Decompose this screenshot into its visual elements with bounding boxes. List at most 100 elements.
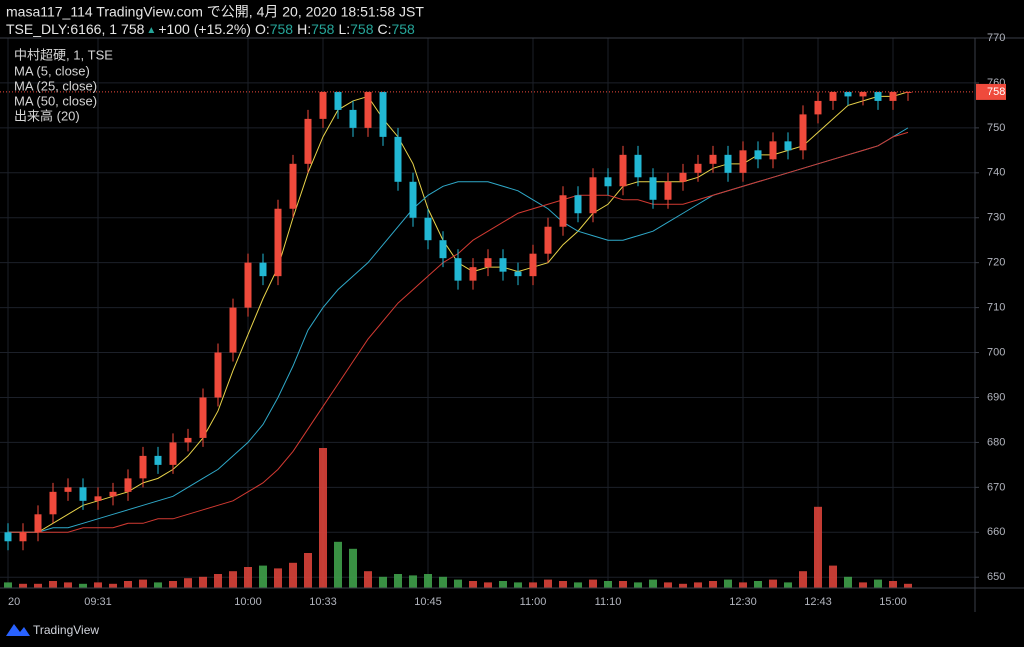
legend-entry: 出来高 (20)	[14, 108, 80, 123]
y-tick-label: 680	[987, 436, 1005, 448]
y-tick-label: 650	[987, 571, 1005, 583]
candle-body	[214, 352, 222, 398]
candle-body	[544, 226, 552, 254]
volume-bar	[604, 581, 612, 588]
volume-bar	[589, 579, 597, 588]
candle-body	[484, 258, 492, 268]
x-tick-label: 11:00	[520, 596, 547, 608]
candle-body	[604, 177, 612, 187]
volume-bar	[559, 581, 567, 588]
ohlc-value: 758	[350, 21, 374, 37]
candle-body	[34, 514, 42, 533]
ohlc-value: 758	[311, 21, 335, 37]
volume-bar	[574, 582, 582, 588]
volume-bar	[409, 575, 417, 588]
volume-bar	[799, 571, 807, 588]
volume-bar	[679, 583, 687, 588]
y-tick-label: 670	[987, 481, 1005, 493]
last-price-box	[976, 83, 1006, 100]
candle-body	[409, 181, 417, 218]
volume-bar	[724, 579, 732, 588]
candle-body	[334, 91, 342, 110]
last: 758	[121, 21, 145, 37]
candle-body	[454, 258, 462, 281]
volume-bar	[784, 582, 792, 588]
quote-line: TSE_DLY:6166, 1 758 ▲ +100 (+15.2%) O:758 H:7…	[6, 21, 415, 37]
arrow: ▲	[146, 25, 156, 36]
volume-bar	[49, 581, 57, 588]
x-tick-label: 10:33	[309, 596, 337, 608]
legend-entry: MA (50, close)	[14, 93, 97, 108]
candle-body	[49, 491, 57, 515]
volume-bar	[169, 581, 177, 588]
candle-body	[94, 496, 102, 501]
ohlc-label: C:	[377, 21, 391, 37]
candle-body	[694, 163, 702, 173]
candle-body	[199, 397, 207, 438]
candle-body	[889, 91, 897, 101]
volume-bar	[334, 541, 342, 588]
candle-body	[364, 91, 372, 128]
volume-bar	[499, 581, 507, 588]
candle-body	[274, 208, 282, 277]
candle-body	[259, 262, 267, 277]
volume-bar	[274, 568, 282, 588]
volume-bar	[109, 583, 117, 588]
candle-body	[589, 177, 597, 214]
y-tick-label: 660	[987, 526, 1005, 538]
publisher: masa117_114 TradingView.com で公開, 4月 20, …	[6, 4, 424, 20]
volume-bar	[649, 579, 657, 588]
volume-bar	[619, 581, 627, 588]
candle-body	[769, 141, 777, 160]
x-tick-label: 12:43	[804, 596, 832, 608]
candle-body	[499, 258, 507, 272]
candle-body	[79, 487, 87, 501]
candle-body	[649, 177, 657, 200]
last-price-label: 758	[987, 86, 1005, 98]
volume-bar	[229, 571, 237, 588]
y-tick-label: 770	[987, 32, 1005, 44]
x-tick-label: 10:00	[234, 596, 262, 608]
change: +100 (+15.2%)	[158, 21, 251, 37]
candle-body	[799, 114, 807, 151]
volume-bar	[454, 579, 462, 588]
x-tick-label: 15:00	[879, 596, 907, 608]
volume-bar	[769, 579, 777, 588]
candle-body	[814, 100, 822, 115]
volume-bar	[139, 579, 147, 588]
candle-body	[574, 195, 582, 214]
candle-body	[349, 109, 357, 128]
volume-bar	[154, 582, 162, 588]
volume-bar	[754, 581, 762, 588]
volume-bar	[514, 582, 522, 588]
y-tick-label: 740	[987, 167, 1005, 179]
volume-bar	[319, 448, 327, 588]
ohlc-label: O:	[255, 21, 270, 37]
brand: TradingView	[33, 623, 99, 637]
legend-symbol: 中村超硬, 1, TSE	[14, 47, 113, 62]
x-tick-label: 20	[8, 596, 20, 608]
volume-bar	[829, 565, 837, 588]
candle-body	[874, 91, 882, 101]
volume-bar	[364, 571, 372, 588]
volume-bar	[349, 548, 357, 588]
ohlc-label: L:	[338, 21, 350, 37]
candle-body	[784, 141, 792, 151]
volume-bar	[664, 582, 672, 588]
candle-body	[439, 240, 447, 259]
footer-logo: TradingView	[6, 623, 99, 637]
candle-body	[739, 150, 747, 173]
volume-bar	[184, 578, 192, 588]
ohlc-label: H:	[297, 21, 311, 37]
volume-bar	[859, 582, 867, 588]
volume-bar	[64, 582, 72, 588]
volume-bar	[439, 576, 447, 588]
candle-body	[529, 253, 537, 277]
candle-body	[154, 455, 162, 465]
volume-bar	[469, 581, 477, 588]
candle-body	[859, 91, 867, 97]
x-tick-label: 09:31	[84, 596, 112, 608]
volume-bar	[634, 582, 642, 588]
